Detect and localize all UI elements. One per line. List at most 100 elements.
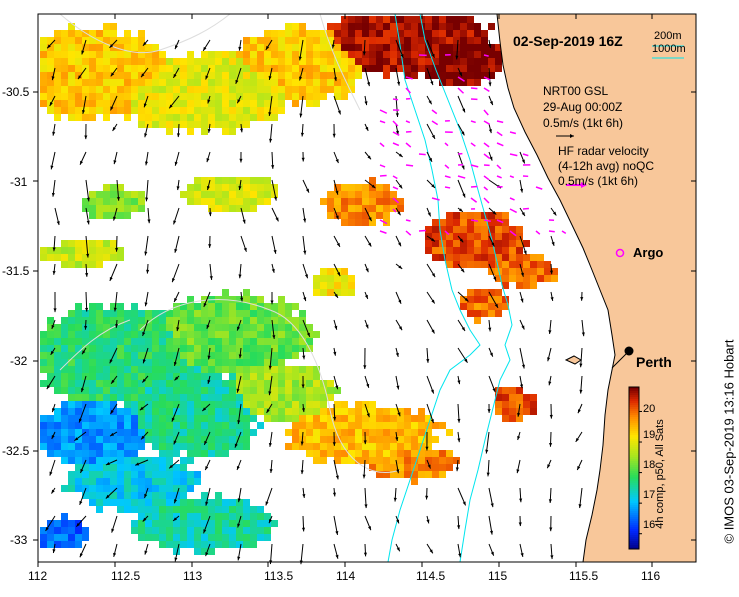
sst-pixel [145,86,152,93]
sst-pixel [264,191,271,198]
sst-pixel [446,37,453,44]
sst-pixel [208,387,215,394]
sst-pixel [446,58,453,65]
sst-pixel [495,310,502,317]
sst-pixel [369,401,376,408]
sst-pixel [306,51,313,58]
sst-pixel [285,401,292,408]
sst-pixel [544,261,551,268]
sst-pixel [292,373,299,380]
sst-pixel [201,184,208,191]
sst-pixel [124,352,131,359]
sst-pixel [439,450,446,457]
sst-pixel [222,93,229,100]
sst-pixel [313,37,320,44]
sst-pixel [390,422,397,429]
sst-pixel [138,121,145,128]
sst-pixel [103,443,110,450]
sst-pixel [243,366,250,373]
sst-pixel [194,198,201,205]
sst-pixel [201,422,208,429]
sst-pixel [194,65,201,72]
sst-pixel [243,205,250,212]
sst-pixel [138,93,145,100]
sst-pixel [516,254,523,261]
sst-pixel [362,44,369,51]
sst-pixel [75,457,82,464]
sst-pixel [89,485,96,492]
colorbar-segment [629,515,639,517]
sst-pixel [180,464,187,471]
sst-pixel [271,415,278,422]
sst-pixel [243,534,250,541]
sst-pixel [215,513,222,520]
sst-pixel [215,205,222,212]
sst-pixel [495,247,502,254]
sst-pixel [68,408,75,415]
sst-pixel [516,282,523,289]
sst-pixel [355,401,362,408]
sst-pixel [446,79,453,86]
sst-pixel [131,429,138,436]
sst-pixel [229,506,236,513]
sst-pixel [390,464,397,471]
sst-pixel [341,65,348,72]
sst-pixel [222,310,229,317]
sst-pixel [75,401,82,408]
sst-pixel [173,387,180,394]
sst-pixel [376,457,383,464]
sst-pixel [152,506,159,513]
sst-pixel [278,373,285,380]
sst-pixel [159,478,166,485]
sst-pixel [446,254,453,261]
sst-pixel [474,23,481,30]
sst-pixel [229,387,236,394]
sst-pixel [103,79,110,86]
sst-pixel [180,65,187,72]
sst-pixel [89,408,96,415]
sst-pixel [467,261,474,268]
sst-pixel [299,415,306,422]
sst-pixel [75,114,82,121]
sst-pixel [145,506,152,513]
sst-pixel [180,310,187,317]
sst-pixel [96,345,103,352]
sst-pixel [103,345,110,352]
sst-pixel [481,289,488,296]
sst-pixel [215,352,222,359]
sst-pixel [509,240,516,247]
sst-pixel [201,121,208,128]
sst-pixel [432,37,439,44]
sst-pixel [229,86,236,93]
sst-pixel [152,457,159,464]
colorbar-segment [629,447,639,449]
sst-pixel [152,485,159,492]
sst-pixel [75,324,82,331]
sst-pixel [215,408,222,415]
sst-pixel [418,408,425,415]
sst-pixel [467,65,474,72]
sst-pixel [103,72,110,79]
sst-pixel [131,58,138,65]
sst-pixel [362,23,369,30]
sst-pixel [166,331,173,338]
sst-pixel [376,464,383,471]
colorbar-segment [629,485,639,487]
sst-pixel [82,86,89,93]
sst-pixel [285,30,292,37]
sst-pixel [327,268,334,275]
sst-pixel [474,212,481,219]
sst-pixel [369,30,376,37]
sst-pixel [411,478,418,485]
colorbar-segment [629,391,639,393]
sst-pixel [285,338,292,345]
sst-pixel [89,345,96,352]
sst-pixel [54,534,61,541]
sst-pixel [89,114,96,121]
sst-pixel [194,499,201,506]
sst-pixel [68,254,75,261]
sst-pixel [222,541,229,548]
sst-pixel [222,415,229,422]
sst-pixel [292,352,299,359]
sst-pixel [495,233,502,240]
